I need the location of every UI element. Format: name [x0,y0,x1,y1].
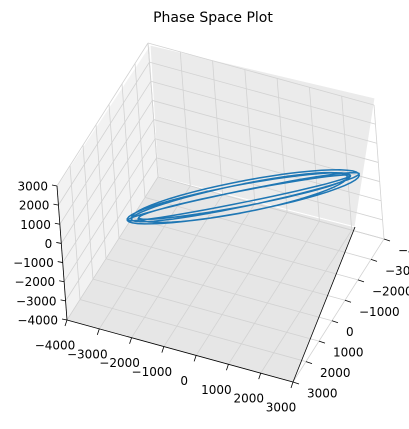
y-tick-mark [331,320,339,324]
y-tick-mark [383,238,391,242]
z-tick-label: −2000 [15,275,56,289]
grid-line-x-floor [157,176,385,240]
grid-line-z-back [60,100,153,244]
grid-line-y-side [341,96,353,231]
series-line-0 [126,169,361,225]
y-tick-mark [357,279,365,283]
y-tick-mark [344,299,352,303]
x-tick-label: 0 [180,374,188,388]
grid-line-x-back [69,165,81,300]
grid-line-z-back [63,138,156,282]
grid-line-z-back [66,176,159,321]
grid-line-x-floor [131,217,359,281]
grid-line-z-back [58,61,150,206]
z-tick-mark [56,242,62,244]
grid-line-z-side [149,61,376,125]
z-tick-mark [60,299,66,302]
grid-line-x-back [147,42,159,178]
z-tick-mark [51,184,58,187]
axes-panes [56,43,376,383]
chart-title: Phase Space Plot [153,10,273,26]
x-tick-mark [193,355,197,362]
y-tick-mark [292,381,300,385]
grid-line-y-side [309,87,320,222]
z-tick-label: 0 [45,237,53,251]
x-tick-mark [226,364,229,371]
grid-line-x-floor [144,197,372,260]
grid-line-x-floor [118,237,346,301]
y-tick-label: 2000 [320,366,351,380]
y-tick-label: 1000 [333,346,364,360]
x-tick-label: −3000 [67,347,108,361]
z-tick-label: 3000 [17,180,48,194]
grid-line-x-back [95,124,107,259]
grid-line-y-floor [228,221,320,365]
y-tick-label: 0 [346,325,354,339]
grid-line-x-floor [92,278,320,342]
grid-line-z-back [65,157,157,302]
y-tick-label: −2000 [372,284,409,298]
grid-line-z-side [150,80,377,144]
x-tick-mark [258,373,262,380]
z-tick-mark [57,261,63,263]
y-tick-mark [370,259,378,262]
grid-line-x-floor [105,258,333,322]
grid-line-y-floor [163,203,256,347]
y-tick-label: 3000 [307,387,338,401]
tick-labels: −4000−3000−2000−10000100020003000−4000−3… [13,180,409,415]
grid-line-y-side [276,78,288,213]
grid-line-z-side [153,119,380,182]
y-tick-label: −4000 [398,244,409,258]
y-tick-mark [305,361,313,364]
z-tick-mark [61,318,68,321]
x-tick-label: 1000 [201,383,232,397]
z-tick-mark [54,222,60,225]
grid-line-y-side [373,104,385,240]
x-tick-label: −4000 [35,339,76,353]
series-layer [126,169,361,225]
y-tick-mark [318,340,326,344]
x-tick-label: −2000 [99,356,140,370]
x-tick-label: 3000 [266,401,297,415]
grid-line-x-back [134,63,146,198]
y-tick-label: −1000 [359,305,400,319]
x-tick-mark [290,381,294,389]
z-axis-line [56,185,68,321]
grid-line-z-back [56,42,149,187]
x-tick-label: 2000 [233,392,264,406]
z-tick-label: −4000 [17,314,58,328]
grid-line-y-floor [260,229,353,374]
grid-line-y-side [179,51,191,186]
x-tick-mark [64,319,68,327]
grid-line-z-side [147,42,375,106]
x-tick-mark [129,337,132,344]
grid-line-y-floor [195,212,288,356]
z-tick-mark [59,280,65,283]
grid-line-z-back [62,119,155,263]
y-axis-line [292,226,356,383]
x-tick-label: −1000 [132,365,173,379]
grid-line-y-side [212,60,223,195]
z-tick-label: −1000 [13,256,54,270]
grid-line-x-floor [79,299,307,362]
axis-lines [51,184,391,389]
grid-line-x-back [82,145,94,280]
grid-line-z-side [156,157,383,221]
x-tick-mark [161,346,165,353]
grid-line-z-side [155,138,382,202]
x-axis-line [66,319,294,383]
z-tick-label: −3000 [16,294,57,308]
z-tick-mark [53,203,59,206]
z-tick-label: 1000 [20,218,51,232]
x-tick-mark [96,328,100,335]
z-tick-label: 2000 [19,199,50,213]
grid-line-z-back [59,81,152,225]
grid-line-z-side [152,100,379,163]
grid-line-y-floor [292,238,385,383]
grid-line-y-floor [98,185,191,330]
grid-line-x-back [121,83,133,218]
grid-line-x-back [108,104,120,239]
y-tick-label: −3000 [385,264,409,278]
